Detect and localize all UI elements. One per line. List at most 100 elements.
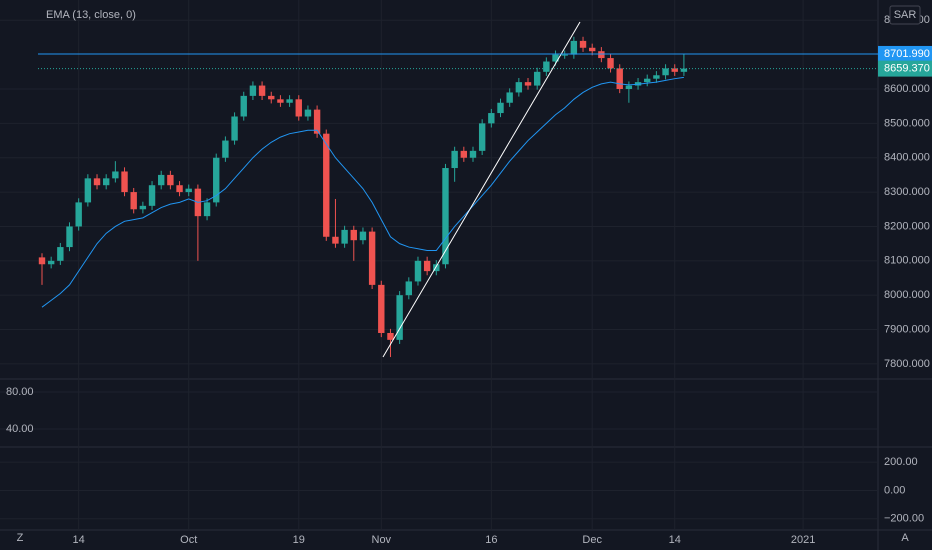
corner-left[interactable]: Z [17, 532, 24, 544]
y-tick-label: 7800.000 [884, 358, 930, 370]
candle-body [561, 54, 568, 56]
currency-badge[interactable] [889, 5, 921, 25]
x-tick-label: 19 [293, 534, 305, 546]
candle-body [387, 332, 394, 340]
x-tick-label: 16 [485, 534, 497, 546]
candle-body [506, 92, 513, 103]
y-tick-label: 8200.000 [884, 220, 930, 232]
x-tick-label: 2021 [791, 534, 815, 546]
candle-body [625, 85, 633, 90]
candle-body [185, 188, 192, 193]
price-label-box [878, 60, 932, 77]
candle-body [589, 47, 596, 52]
candle-body [524, 82, 532, 86]
candle-body [277, 99, 284, 103]
y-tick-label: 8500.000 [884, 117, 930, 129]
candle-body [268, 95, 275, 100]
grid [0, 0, 878, 530]
candle-body [543, 61, 550, 72]
candle-body [644, 78, 651, 83]
axis: 7800.000 7900.000 8000.000 8100.000 8200.000… [6, 14, 932, 546]
corner-right[interactable]: A [901, 532, 909, 544]
y-tick-label: 8600.000 [884, 83, 930, 95]
candle-body [616, 68, 623, 90]
y-tick-label: −200.00 [884, 513, 924, 525]
candle-body [350, 229, 357, 241]
candle-body [469, 150, 477, 158]
candle-body [332, 236, 339, 244]
candle-body [341, 229, 348, 244]
candle-body [139, 205, 147, 210]
candle-body [158, 174, 165, 186]
candle-body [57, 247, 64, 261]
candle-body [433, 264, 440, 272]
x-tick-label: 14 [73, 534, 85, 546]
candle-body [258, 85, 266, 96]
indicator-label: EMA (13, close, 0) [46, 9, 136, 21]
candle-body [488, 113, 495, 124]
candle-body [148, 185, 156, 206]
candle-body [286, 99, 293, 103]
plot [38, 21, 878, 358]
candle-body [598, 51, 605, 59]
y-tick-label: 80.00 [6, 386, 34, 398]
candle-body [653, 75, 660, 79]
candle-body [552, 54, 559, 62]
candle-body [478, 123, 486, 151]
y-tick-label: 0.00 [884, 484, 905, 496]
candle-body [607, 58, 614, 69]
x-tick-label: Dec [582, 534, 602, 546]
y-tick-label: 8100.000 [884, 255, 930, 267]
y-tick-label: 40.00 [6, 423, 34, 435]
candle-body [323, 133, 330, 237]
candle-body [423, 260, 431, 272]
price-label: 8659.370 [884, 63, 930, 75]
candle-body [680, 68, 688, 72]
currency: SAR [894, 9, 917, 21]
candle-body [222, 140, 229, 158]
price-label-box [878, 45, 932, 62]
candle-body [66, 226, 73, 248]
trend-line [382, 21, 581, 358]
candle-body [84, 178, 92, 203]
candle-body [662, 68, 669, 76]
candle-body [240, 95, 247, 117]
x-tick-label: Oct [180, 534, 197, 546]
candle-body [112, 171, 119, 179]
candle-body [176, 185, 183, 193]
candle-body [671, 68, 678, 72]
candle-body [121, 171, 128, 193]
candle-body [249, 85, 257, 96]
candle-body [451, 150, 458, 169]
candle-body [93, 178, 101, 186]
candle-body [396, 295, 403, 340]
candle-body [497, 102, 504, 114]
candle-body [414, 260, 422, 282]
x-tick-label: 14 [669, 534, 681, 546]
candle-body [460, 150, 468, 158]
candle-body [359, 231, 367, 241]
candle-body [75, 202, 82, 227]
candle-body [405, 281, 412, 296]
candle-body [47, 260, 55, 265]
candle-body [102, 178, 110, 186]
x-tick-label: Nov [372, 534, 392, 546]
candle-body [130, 192, 137, 210]
candle-body [570, 40, 578, 55]
candle-body [231, 116, 238, 141]
candle-body [213, 157, 220, 203]
y-tick-label: 7900.000 [884, 323, 930, 335]
candle-body [378, 284, 385, 333]
candle-body [304, 109, 312, 117]
y-tick-label: 8400.000 [884, 152, 930, 164]
candle-body [533, 71, 541, 86]
candle-body [579, 40, 587, 48]
price-label: 8701.990 [884, 48, 930, 60]
candle-body [167, 174, 174, 186]
y-tick-label: 200.00 [884, 456, 918, 468]
candle-body [442, 168, 449, 265]
candle-body [515, 82, 523, 93]
candle-body [313, 109, 321, 134]
